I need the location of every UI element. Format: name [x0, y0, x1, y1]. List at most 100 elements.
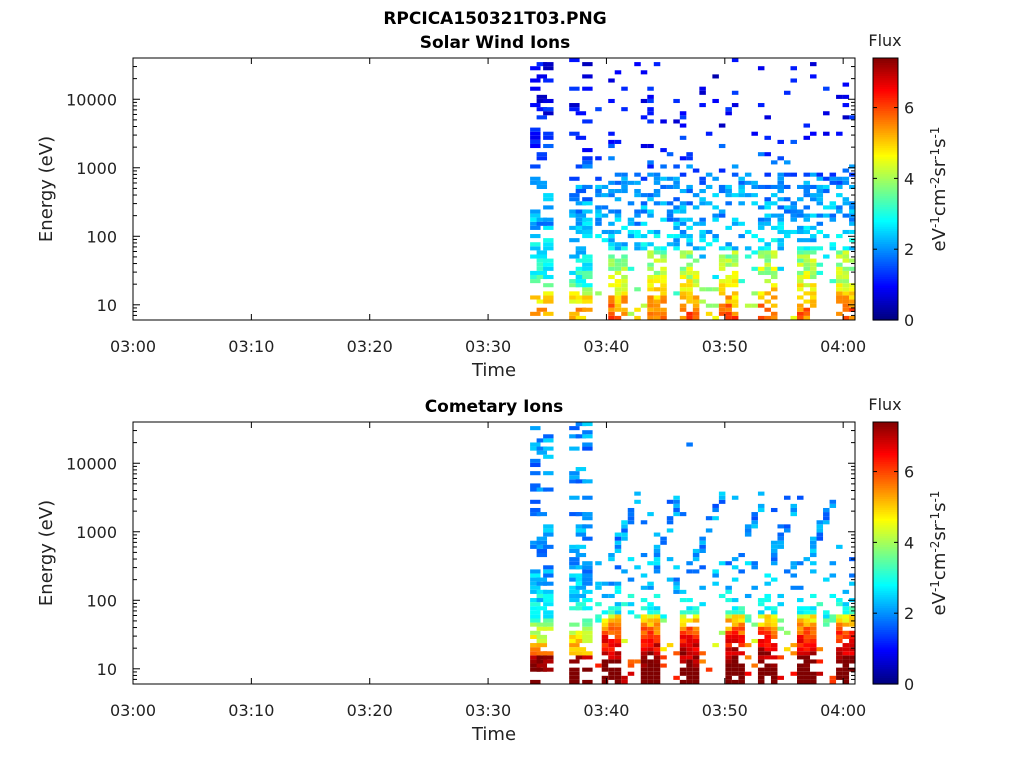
heatmap-cell — [536, 266, 548, 271]
heatmap-cell — [712, 238, 719, 243]
heatmap-cell — [601, 634, 609, 639]
heatmap-cell — [569, 213, 580, 218]
heatmap-cell — [744, 172, 752, 177]
heatmap-cell — [582, 622, 593, 627]
heatmap-cell — [634, 229, 641, 235]
colorbar-swatch — [873, 627, 898, 631]
colorbar-swatch — [873, 267, 898, 271]
heatmap-cell — [653, 532, 661, 537]
heatmap-cell — [738, 622, 745, 627]
colorbar-swatch — [873, 470, 898, 473]
colorbar-swatch — [873, 480, 898, 484]
heatmap-cell — [608, 618, 615, 623]
colorbar-swatch — [873, 585, 898, 589]
heatmap-cell — [699, 238, 706, 243]
colorbar-swatch — [873, 614, 898, 617]
heatmap-cell — [627, 266, 635, 271]
heatmap-cell — [803, 270, 811, 275]
heatmap-cell — [725, 585, 732, 590]
heatmap-cell — [764, 217, 771, 222]
heatmap-cell — [738, 553, 745, 558]
heatmap-cell — [660, 618, 667, 623]
x-tick-label: 03:40 — [583, 701, 629, 720]
heatmap-cell — [770, 634, 778, 639]
heatmap-cell — [660, 119, 667, 124]
heatmap-cell — [751, 201, 758, 206]
heatmap-cell — [797, 303, 804, 308]
heatmap-cell — [699, 544, 706, 549]
heatmap-cell — [530, 86, 541, 91]
figure-title: RPCICA150321T03.PNG — [383, 9, 606, 29]
heatmap-cell — [621, 295, 628, 300]
heatmap-cell — [608, 139, 615, 144]
heatmap-cell — [770, 193, 778, 198]
heatmap-cell — [797, 638, 804, 644]
heatmap-cell — [582, 62, 593, 67]
heatmap-cell — [757, 250, 765, 255]
heatmap-cell — [634, 62, 641, 67]
colorbar-swatch — [873, 228, 898, 232]
heatmap-cell — [530, 225, 541, 230]
heatmap-cell — [575, 209, 587, 214]
heatmap-cell — [783, 495, 791, 500]
colorbar-swatch — [873, 306, 898, 310]
heatmap-cell — [543, 655, 554, 660]
heatmap-cell — [530, 442, 541, 447]
heatmap-cell — [725, 589, 732, 594]
heatmap-cell — [614, 266, 622, 271]
heatmap-cell — [836, 180, 843, 185]
heatmap-cell — [582, 262, 593, 267]
heatmap-cell — [660, 307, 667, 312]
heatmap-cell — [530, 483, 541, 488]
heatmap-cell — [575, 544, 587, 549]
heatmap-cell — [731, 663, 739, 668]
colorbar-swatch — [873, 90, 898, 94]
heatmap-cell — [614, 270, 622, 275]
heatmap-cell — [660, 536, 667, 541]
heatmap-cell — [608, 221, 615, 226]
heatmap-cell — [842, 606, 850, 611]
heatmap-cell — [816, 520, 824, 525]
heatmap-cell — [757, 217, 765, 222]
heatmap-cell — [543, 295, 554, 300]
heatmap-cell — [777, 221, 784, 226]
heatmap-cell — [770, 663, 778, 668]
heatmap-cell — [575, 565, 587, 570]
heatmap-cell — [536, 548, 548, 553]
heatmap-cell — [530, 544, 541, 549]
heatmap-cell — [608, 655, 615, 660]
heatmap-cell — [582, 630, 593, 635]
colorbar-swatch — [873, 95, 898, 98]
heatmap-cell — [797, 606, 804, 611]
heatmap-cell — [601, 622, 609, 627]
heatmap-cell — [731, 606, 739, 611]
heatmap-cell — [757, 503, 765, 508]
heatmap-cell — [536, 512, 548, 517]
colorbar-swatch — [873, 513, 898, 517]
heatmap-cell — [666, 217, 674, 222]
heatmap-cell — [712, 217, 719, 222]
heatmap-cell — [647, 254, 654, 259]
heatmap-cell — [653, 279, 661, 284]
heatmap-cell — [660, 287, 667, 292]
y-tick-label: 10000 — [66, 90, 117, 109]
heatmap-cell — [738, 675, 745, 680]
heatmap-cell — [803, 246, 811, 251]
heatmap-cell — [614, 667, 622, 672]
heatmap-cell — [614, 209, 622, 214]
heatmap-cell — [530, 585, 541, 590]
heatmap-cell — [621, 184, 628, 189]
heatmap-cell — [679, 189, 687, 194]
heatmap-cell — [543, 266, 554, 271]
heatmap-cell — [757, 675, 765, 680]
colorbar-swatch — [873, 509, 898, 513]
x-axis-label: Time — [471, 360, 516, 381]
heatmap-cell — [569, 651, 580, 656]
heatmap-cell — [757, 659, 765, 664]
heatmap-cell — [692, 659, 700, 664]
colorbar-swatch — [873, 561, 898, 565]
heatmap-cell — [653, 62, 661, 67]
colorbar-swatch — [873, 526, 898, 530]
heatmap-cell — [536, 274, 548, 280]
